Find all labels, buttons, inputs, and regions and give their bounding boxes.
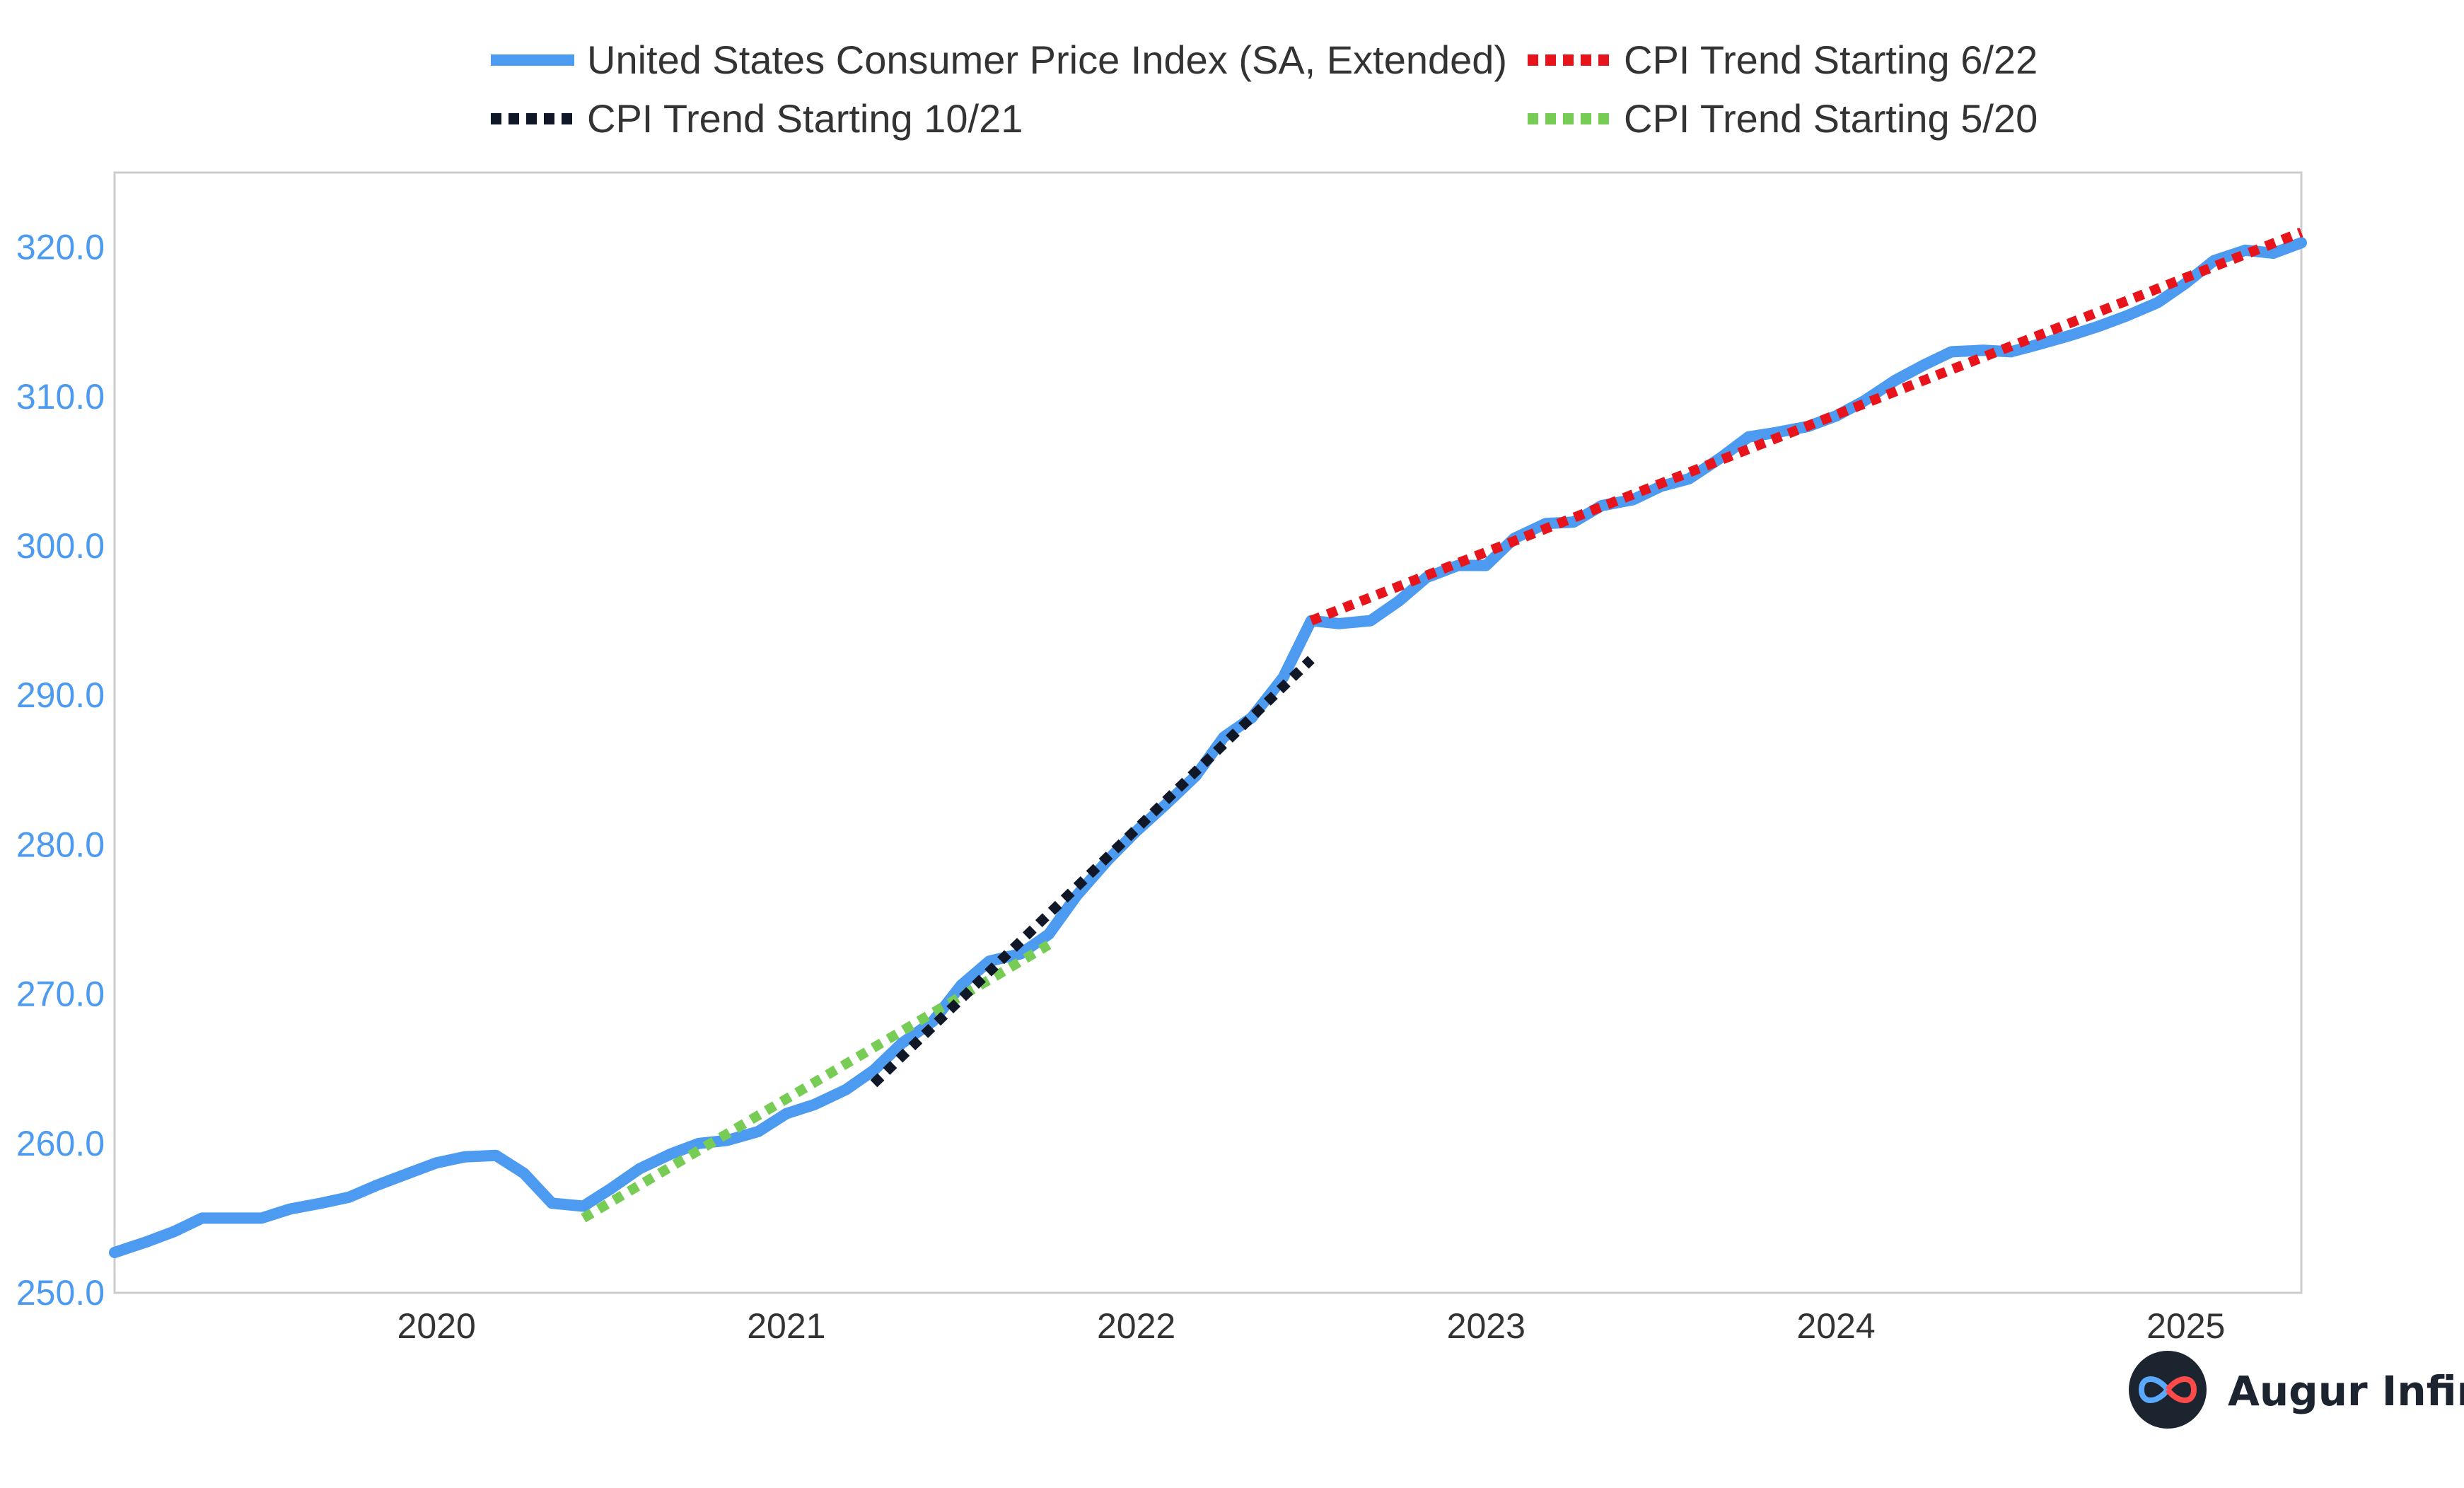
x-tick-label: 2021: [747, 1306, 825, 1346]
x-tick-label: 2020: [397, 1306, 476, 1346]
y-tick-label: 310.0: [16, 377, 105, 417]
y-tick-label: 290.0: [16, 675, 105, 715]
y-tick-label: 250.0: [16, 1273, 105, 1313]
x-tick-label: 2024: [1796, 1306, 1875, 1346]
series-line-cpi: [109, 237, 2307, 1258]
y-axis-ticks: 250.0 260.0 270.0 280.0 290.0 300.0 310.0 320.0: [16, 228, 105, 1313]
y-tick-label: 300.0: [16, 526, 105, 566]
series-line-trend-5-20: [581, 940, 1052, 1223]
legend-label-trend-10-21: CPI Trend Starting 10/21: [587, 96, 1023, 141]
plot-area-frame: [113, 171, 2303, 1294]
infinity-loop-icon-left: [2138, 1376, 2170, 1403]
brand-name: Augur Infinity: [2228, 1367, 2464, 1415]
legend: United States Consumer Price Index (SA, …: [491, 37, 2038, 141]
x-tick-label: 2022: [1097, 1306, 1175, 1346]
x-tick-label: 2025: [2146, 1306, 2225, 1346]
series-line-trend-10-21: [870, 656, 1315, 1088]
y-tick-label: 270.0: [16, 975, 105, 1014]
series-layer: [109, 227, 2307, 1258]
series-line-trend-6-22: [1309, 227, 2303, 626]
y-tick-label: 260.0: [16, 1124, 105, 1163]
x-axis-ticks: 2020 2021 2022 2023 2024 2025: [397, 1306, 2226, 1346]
legend-label-trend-6-22: CPI Trend Starting 6/22: [1624, 37, 2038, 82]
brand-logo: Augur Infinity: [2129, 1351, 2464, 1429]
legend-label-trend-5-20: CPI Trend Starting 5/20: [1624, 96, 2038, 141]
y-tick-label: 320.0: [16, 228, 105, 267]
infinity-loop-icon-right: [2165, 1376, 2197, 1403]
legend-label-cpi: United States Consumer Price Index (SA, …: [587, 37, 1507, 82]
y-tick-label: 280.0: [16, 825, 105, 864]
x-tick-label: 2023: [1447, 1306, 1526, 1346]
